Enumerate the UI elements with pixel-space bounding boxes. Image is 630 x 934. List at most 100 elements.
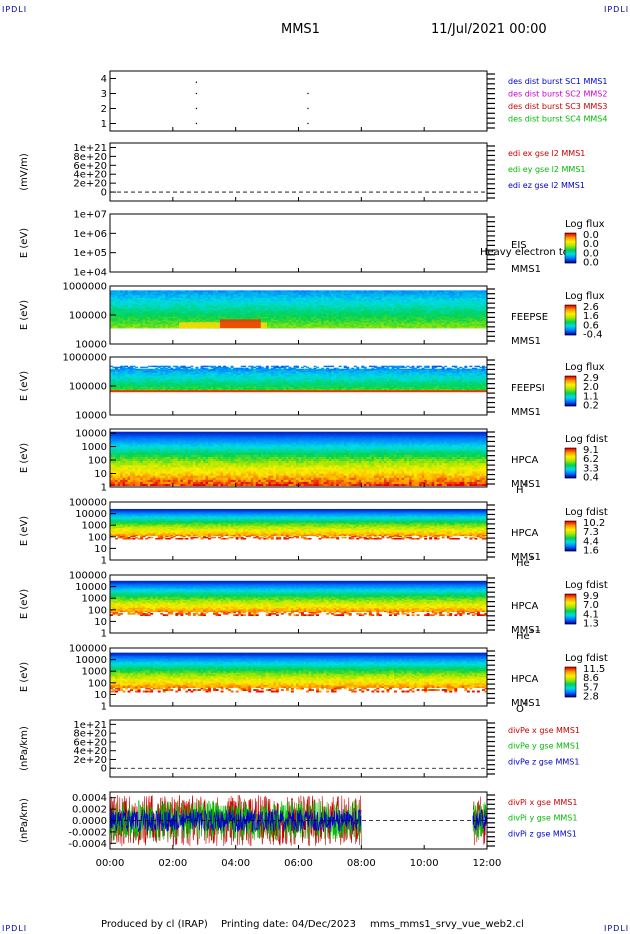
burst-point-3 bbox=[195, 122, 198, 125]
colorbar-cell bbox=[565, 603, 576, 605]
y-axis-label: E (eV) bbox=[19, 228, 30, 258]
y-tick-label: 1e+21 bbox=[73, 143, 107, 154]
colorbar-cell bbox=[565, 376, 576, 378]
footer-produced-by: Produced by cl (IRAP) bbox=[101, 919, 208, 930]
colorbar-cell bbox=[565, 247, 576, 249]
corner-label-top-right: IPDLI bbox=[604, 5, 629, 14]
colorbar-cell bbox=[565, 526, 576, 528]
colorbar-cell bbox=[565, 672, 576, 674]
colorbar-cell bbox=[565, 613, 576, 615]
colorbar-cell bbox=[565, 380, 576, 382]
spacecraft-title: MMS1 bbox=[281, 22, 320, 37]
colorbar-cell bbox=[565, 379, 576, 381]
colorbar-tick-label: 0.2 bbox=[583, 401, 599, 412]
y-tick-label: 10000 bbox=[75, 429, 107, 440]
y-tick-label: 1 bbox=[101, 702, 107, 713]
colorbar-cell bbox=[565, 594, 576, 596]
colorbar-cell bbox=[565, 622, 576, 624]
y-tick-label: 10 bbox=[94, 690, 107, 701]
y-tick-label: 10000 bbox=[75, 582, 107, 593]
colorbar-title: Log flux bbox=[565, 291, 605, 302]
y-tick-label: 8e+20 bbox=[73, 152, 107, 163]
spacecraft-label: MMS1 bbox=[511, 479, 541, 490]
y-tick-label: 10 bbox=[94, 469, 107, 480]
colorbar-cell bbox=[565, 540, 576, 542]
spectrogram-6 bbox=[110, 508, 488, 540]
spectrogram-5 bbox=[110, 431, 488, 487]
species-label: He bbox=[516, 558, 530, 569]
colorbar-cell bbox=[565, 619, 576, 621]
y-tick-label: 2e+20 bbox=[73, 179, 107, 190]
burst-point-6 bbox=[307, 122, 309, 125]
colorbar-cell bbox=[565, 474, 576, 476]
colorbar-cell bbox=[565, 467, 576, 469]
colorbar-tick-label: 1.6 bbox=[583, 311, 599, 322]
colorbar-title: Log fdist bbox=[565, 653, 608, 664]
y-tick-label: 10000 bbox=[75, 411, 107, 422]
colorbar-cell bbox=[565, 464, 576, 466]
y-tick-label: 1 bbox=[101, 119, 107, 130]
colorbar-cell bbox=[565, 381, 576, 383]
y-axis-label: (nPa/km) bbox=[19, 726, 30, 771]
y-tick-label: 10000 bbox=[75, 655, 107, 666]
y-tick-label: 0 bbox=[101, 764, 107, 775]
y-tick-label: 1e+21 bbox=[73, 720, 107, 731]
colorbar-title: Log fdist bbox=[565, 507, 608, 518]
colorbar-cell bbox=[565, 240, 576, 242]
colorbar-cell bbox=[565, 254, 576, 256]
colorbar-frame bbox=[564, 232, 577, 264]
colorbar-cell bbox=[565, 388, 576, 390]
colorbar-cell bbox=[565, 541, 576, 543]
colorbar-cell bbox=[565, 522, 576, 524]
colorbar-cell bbox=[565, 391, 576, 393]
colorbar-tick-label: 1.3 bbox=[583, 619, 599, 630]
colorbar-tick-label: 6.2 bbox=[583, 454, 599, 465]
colorbar-cell bbox=[565, 460, 576, 462]
y-tick-label: 0.0004 bbox=[72, 793, 107, 804]
colorbar-cell bbox=[565, 233, 576, 235]
y-tick-label: 1000000 bbox=[62, 282, 107, 293]
instrument-label: HPCA bbox=[511, 455, 539, 466]
colorbar-tick-label: 10.2 bbox=[583, 518, 605, 529]
colorbar-cell bbox=[565, 549, 576, 551]
colorbar-cell bbox=[565, 326, 576, 328]
y-tick-label: 1 bbox=[101, 629, 107, 640]
colorbar-cell bbox=[565, 260, 576, 262]
colorbar-cell bbox=[565, 678, 576, 680]
legend-entry: divPi z gse MMS1 bbox=[508, 829, 577, 838]
colorbar-cell bbox=[565, 306, 576, 308]
colorbar-cell bbox=[565, 384, 576, 386]
y-tick-label: 100 bbox=[88, 456, 107, 467]
colorbar-cell bbox=[565, 614, 576, 616]
colorbar-frame bbox=[564, 304, 577, 336]
colorbar-cell bbox=[565, 255, 576, 257]
instrument-label: HPCA bbox=[511, 528, 539, 539]
colorbar-cell bbox=[565, 532, 576, 534]
colorbar-title: Log flux bbox=[565, 219, 605, 230]
colorbar-cell bbox=[565, 686, 576, 688]
legend-entry: divPi y gse MMS1 bbox=[508, 814, 577, 823]
colorbar-cell bbox=[565, 317, 576, 319]
colorbar-cell bbox=[565, 387, 576, 389]
colorbar-cell bbox=[565, 459, 576, 461]
colorbar-tick-label: 7.3 bbox=[583, 527, 599, 538]
colorbar-title: Log fdist bbox=[565, 434, 608, 445]
colorbar-cell bbox=[565, 598, 576, 600]
colorbar-cell bbox=[565, 313, 576, 315]
spacecraft-label: MMS1 bbox=[511, 264, 541, 275]
colorbar-cell bbox=[565, 611, 576, 613]
colorbar-cell bbox=[565, 469, 576, 471]
species-charge: ++ bbox=[529, 627, 541, 635]
colorbar-cell bbox=[565, 690, 576, 692]
colorbar-cell bbox=[565, 243, 576, 245]
colorbar-cell bbox=[565, 537, 576, 539]
species-charge: + bbox=[523, 700, 529, 708]
colorbar-cell bbox=[565, 261, 576, 263]
y-tick-label: 1000 bbox=[82, 442, 107, 453]
legend-entry: edi ex gse l2 MMS1 bbox=[508, 149, 585, 158]
colorbar-cell bbox=[565, 246, 576, 248]
colorbar-cell bbox=[565, 525, 576, 527]
x-tick-label: 10:00 bbox=[410, 858, 439, 869]
y-tick-label: 100 bbox=[88, 532, 107, 543]
colorbar-cell bbox=[565, 241, 576, 243]
